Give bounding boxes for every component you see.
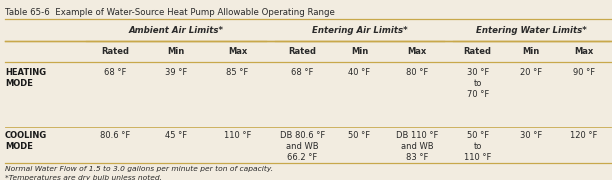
- Text: Min: Min: [168, 47, 185, 56]
- Text: Min: Min: [522, 47, 540, 56]
- Text: DB 80.6 °F
and WB
66.2 °F: DB 80.6 °F and WB 66.2 °F: [280, 131, 325, 162]
- Text: Ambient Air Limits*: Ambient Air Limits*: [129, 26, 224, 35]
- Text: 30 °F
to
70 °F: 30 °F to 70 °F: [466, 68, 489, 99]
- Text: *Temperatures are dry bulb unless noted.: *Temperatures are dry bulb unless noted.: [5, 175, 162, 180]
- Text: Rated: Rated: [101, 47, 129, 56]
- Text: Min: Min: [351, 47, 368, 56]
- Text: Max: Max: [407, 47, 427, 56]
- Text: 40 °F: 40 °F: [348, 68, 371, 77]
- Text: DB 110 °F
and WB
83 °F: DB 110 °F and WB 83 °F: [396, 131, 438, 162]
- Text: 80 °F: 80 °F: [406, 68, 428, 77]
- Text: 110 °F: 110 °F: [224, 131, 251, 140]
- Text: 68 °F: 68 °F: [104, 68, 126, 77]
- Text: 68 °F: 68 °F: [291, 68, 313, 77]
- Text: Rated: Rated: [288, 47, 316, 56]
- Text: Entering Air Limits*: Entering Air Limits*: [312, 26, 408, 35]
- Text: 20 °F: 20 °F: [520, 68, 542, 77]
- Text: 50 °F
to
110 °F: 50 °F to 110 °F: [464, 131, 491, 162]
- Text: 80.6 °F: 80.6 °F: [100, 131, 130, 140]
- Text: Table 65-6  Example of Water-Source Heat Pump Allowable Operating Range: Table 65-6 Example of Water-Source Heat …: [5, 8, 335, 17]
- Text: Entering Water Limits*: Entering Water Limits*: [476, 26, 586, 35]
- Text: Max: Max: [228, 47, 247, 56]
- Text: 120 °F: 120 °F: [570, 131, 598, 140]
- Text: 45 °F: 45 °F: [165, 131, 187, 140]
- Text: COOLING
MODE: COOLING MODE: [5, 131, 47, 151]
- Text: 85 °F: 85 °F: [226, 68, 248, 77]
- Text: 39 °F: 39 °F: [165, 68, 187, 77]
- Text: HEATING
MODE: HEATING MODE: [5, 68, 46, 88]
- Text: Normal Water Flow of 1.5 to 3.0 gallons per minute per ton of capacity.: Normal Water Flow of 1.5 to 3.0 gallons …: [5, 166, 273, 172]
- Text: Rated: Rated: [464, 47, 491, 56]
- Text: 30 °F: 30 °F: [520, 131, 542, 140]
- Text: 90 °F: 90 °F: [573, 68, 595, 77]
- Text: 50 °F: 50 °F: [348, 131, 371, 140]
- Text: Max: Max: [575, 47, 594, 56]
